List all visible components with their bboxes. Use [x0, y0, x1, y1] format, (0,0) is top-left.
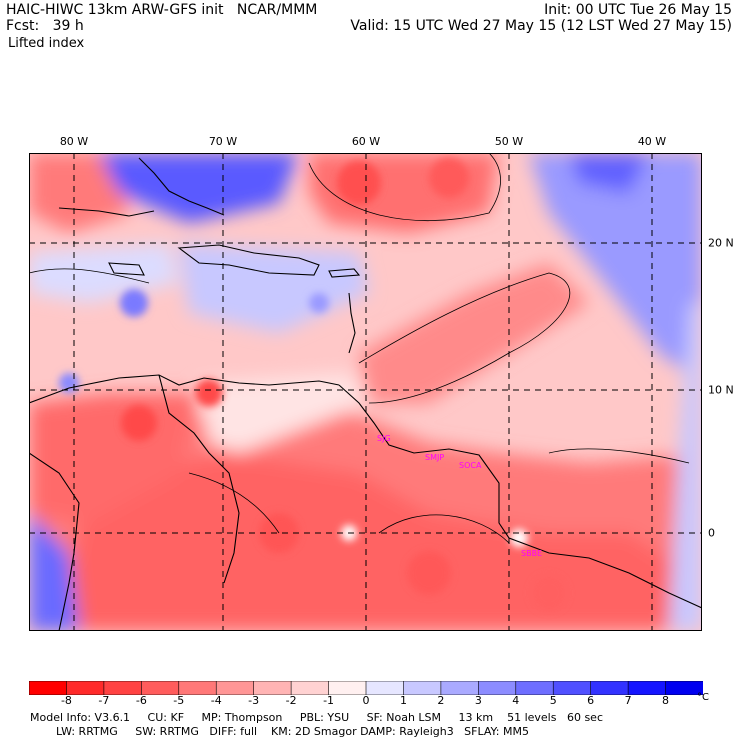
lon-label-80w: 80 W [59, 135, 89, 148]
lat-label-10n: 10 N [708, 383, 734, 397]
li-contours [29, 153, 690, 544]
colorbar-tick-label: 7 [624, 694, 632, 707]
colorbar-tick-label: 6 [587, 694, 595, 707]
lat-label-eq: 0 [708, 526, 715, 540]
init-time: Init: 00 UTC Tue 26 May 15 [544, 2, 732, 18]
colorbar-swatch [627, 681, 667, 695]
lon-label-70w: 70 W [208, 135, 238, 148]
colorbar-swatch [215, 681, 255, 695]
colorbar-swatch [328, 681, 367, 695]
colorbar-swatch [590, 681, 629, 695]
colorbar-swatch [478, 681, 517, 695]
colorbar-tick-label: -5 [173, 694, 185, 707]
colorbar-swatch [515, 681, 555, 695]
colorbar-swatch [66, 681, 105, 695]
station-soca: SOCA [459, 461, 482, 470]
colorbar-swatch [141, 681, 180, 695]
colorbar-tick-label: 4 [512, 694, 520, 707]
station-sbbe: SBBE [521, 549, 542, 558]
lifted-index-map: SJG SMJP SOCA SBBE [29, 153, 702, 631]
colorbar-tick-label: -7 [98, 694, 110, 707]
valid-time: Valid: 15 UTC Wed 27 May 15 (12 LST Wed … [350, 18, 732, 34]
lon-label-60w: 60 W [351, 135, 381, 148]
colorbar-swatch [552, 681, 592, 695]
station-smjp: SMJP [425, 453, 444, 462]
colorbar-swatch [665, 681, 703, 695]
coastlines [29, 157, 702, 631]
colorbar-tick-label: 1 [399, 694, 407, 707]
map-frame [29, 153, 702, 631]
colorbar-tick-label: 8 [662, 694, 670, 707]
colorbar-tick-label: -4 [210, 694, 222, 707]
field-name: Lifted index [8, 36, 85, 51]
colorbar-tick-label: 0 [362, 694, 370, 707]
model-title: HAIC-HIWC 13km ARW-GFS init NCAR/MMM [6, 2, 318, 18]
colorbar-tick-label: -6 [135, 694, 147, 707]
colorbar-swatch [290, 681, 330, 695]
colorbar-swatch [178, 681, 218, 695]
lat-label-20n: 20 N [708, 236, 734, 250]
colorbar-unit: °C [697, 692, 709, 703]
colorbar-tick-label: -3 [248, 694, 260, 707]
colorbar-swatch [103, 681, 143, 695]
colorbar-swatch [29, 681, 68, 695]
lon-label-40w: 40 W [637, 135, 667, 148]
forecast-hour: Fcst: 39 h [6, 18, 84, 34]
model-info-line1: Model Info: V3.6.1 CU: KF MP: Thompson P… [30, 711, 603, 724]
lat-lon-grid [29, 153, 702, 631]
colorbar-tick-label: 3 [474, 694, 482, 707]
lon-label-50w: 50 W [494, 135, 524, 148]
colorbar-tick-label: 2 [437, 694, 445, 707]
colorbar-tick-label: -8 [60, 694, 72, 707]
colorbar-tick-label: 5 [549, 694, 557, 707]
colorbar-tick-label: -2 [285, 694, 297, 707]
model-info-line2: LW: RRTMG SW: RRTMG DIFF: full KM: 2D Sm… [56, 725, 529, 738]
colorbar-swatch [365, 681, 405, 695]
colorbar-swatch [403, 681, 442, 695]
station-sjg: SJG [377, 434, 391, 443]
colorbar-swatch [440, 681, 480, 695]
colorbar [29, 681, 703, 695]
colorbar-tick-label: -1 [323, 694, 335, 707]
colorbar-swatch [253, 681, 292, 695]
station-labels: SJG SMJP SOCA SBBE [377, 434, 542, 558]
